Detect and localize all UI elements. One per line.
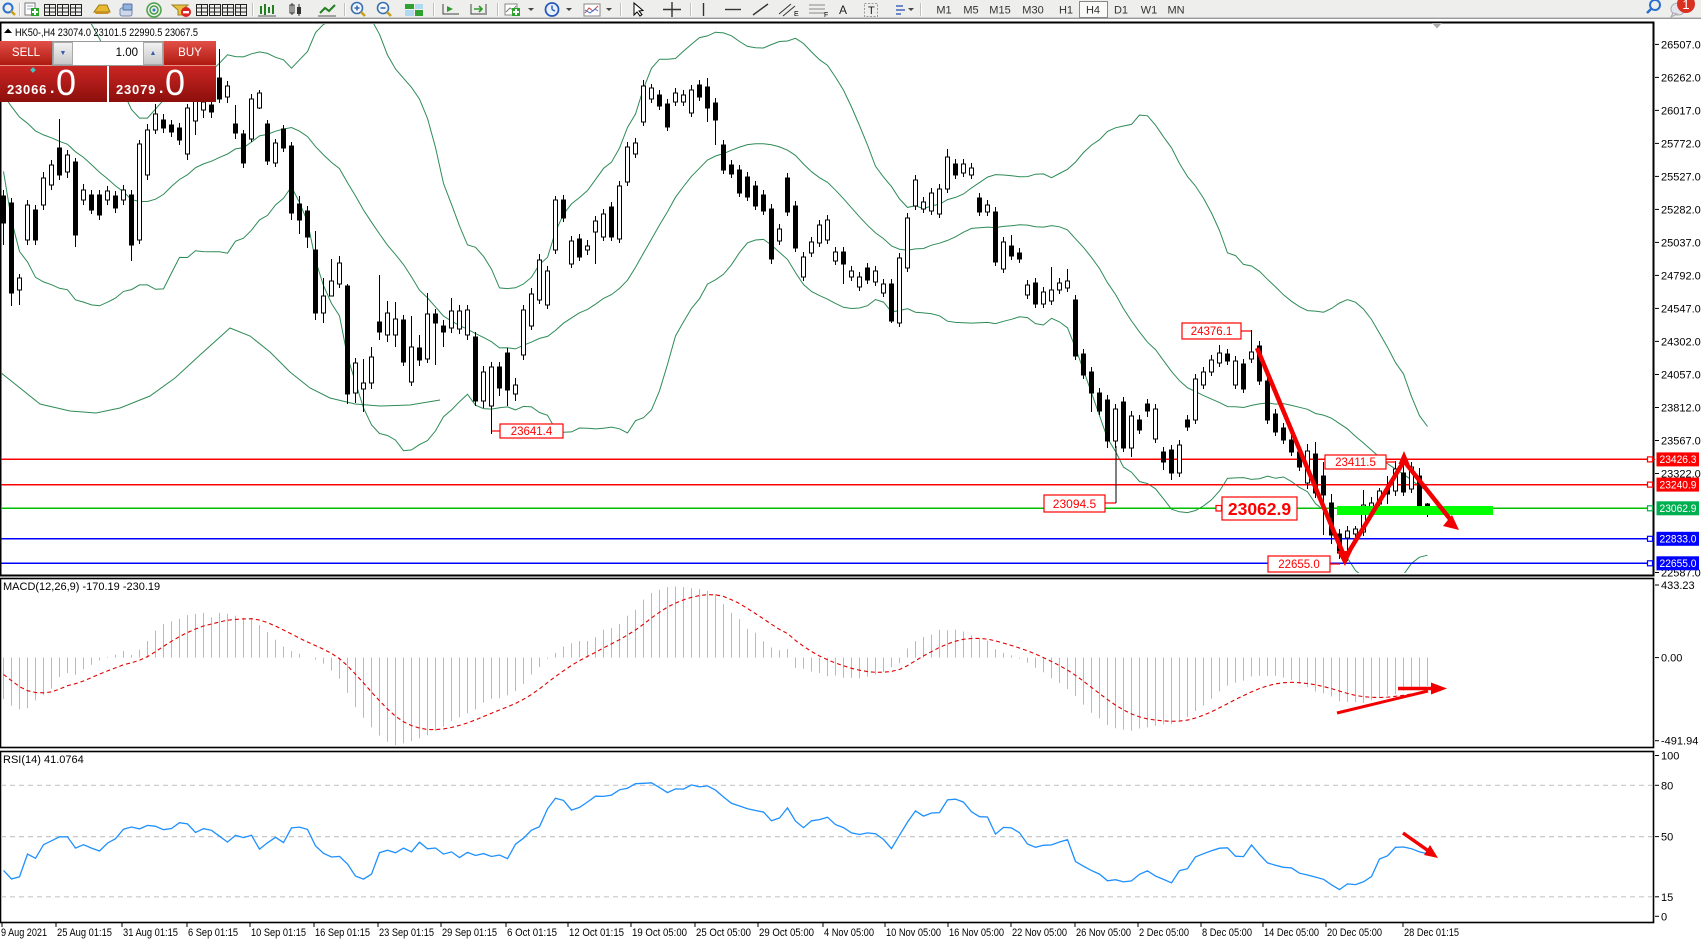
svg-text:22 Nov 05:00: 22 Nov 05:00 [1012,927,1067,939]
svg-text:14 Dec 05:00: 14 Dec 05:00 [1264,927,1319,939]
svg-text:23322.0: 23322.0 [1661,468,1701,480]
svg-text:MACD(12,26,9) -170.19 -230.19: MACD(12,26,9) -170.19 -230.19 [3,581,160,593]
svg-text:A: A [839,3,847,17]
svg-text:6 Sep 01:15: 6 Sep 01:15 [188,927,238,939]
svg-text:28 Dec 01:15: 28 Dec 01:15 [1404,927,1459,939]
svg-text:10 Nov 05:00: 10 Nov 05:00 [886,927,941,939]
svg-text:433.23: 433.23 [1661,580,1695,592]
svg-text:100: 100 [1661,751,1679,763]
svg-text:4 Nov 05:00: 4 Nov 05:00 [824,927,874,939]
svg-text:M5: M5 [963,5,978,17]
svg-text:31 Aug 01:15: 31 Aug 01:15 [123,927,178,939]
svg-text:23567.0: 23567.0 [1661,435,1701,447]
svg-text:H1: H1 [1059,5,1073,17]
svg-text:23062.9: 23062.9 [1660,503,1697,515]
svg-text:-491.94: -491.94 [1661,736,1698,748]
svg-text:29 Sep 01:15: 29 Sep 01:15 [442,927,497,939]
svg-text:16 Nov 05:00: 16 Nov 05:00 [949,927,1004,939]
svg-text:RSI(14) 41.0764: RSI(14) 41.0764 [3,754,84,766]
svg-text:24547.0: 24547.0 [1661,303,1701,315]
svg-text:15: 15 [1661,892,1673,904]
svg-text:23062.9: 23062.9 [1228,499,1292,519]
svg-text:24792.0: 24792.0 [1661,270,1701,282]
svg-text:22655.0: 22655.0 [1660,558,1697,570]
svg-text:0.00: 0.00 [1661,653,1682,665]
svg-text:23426.3: 23426.3 [1660,454,1697,466]
svg-text:80: 80 [1661,780,1673,792]
svg-text:6 Oct 01:15: 6 Oct 01:15 [507,927,557,939]
svg-text:23641.4: 23641.4 [511,426,553,438]
svg-text:10 Sep 01:15: 10 Sep 01:15 [251,927,306,939]
svg-text:50: 50 [1661,832,1673,844]
svg-text:16 Sep 01:15: 16 Sep 01:15 [315,927,370,939]
svg-text:20 Dec 05:00: 20 Dec 05:00 [1327,927,1382,939]
svg-text:MN: MN [1167,5,1184,17]
svg-text:23411.5: 23411.5 [1335,457,1376,469]
svg-text:M1: M1 [936,5,951,17]
svg-text:H4: H4 [1086,5,1100,17]
svg-text:24057.0: 24057.0 [1661,369,1701,381]
svg-text:F: F [824,12,828,19]
svg-text:HK50-,H4 23074.0 23101.5 2299: HK50-,H4 23074.0 23101.5 22990.5 23067.5 [15,27,198,39]
svg-text:9 Aug 2021: 9 Aug 2021 [1,927,47,939]
svg-text:T: T [868,5,875,17]
svg-text:22655.0: 22655.0 [1278,559,1320,571]
svg-text:24376.1: 24376.1 [1191,326,1233,338]
svg-text:25037.0: 25037.0 [1661,237,1701,249]
svg-text:25772.0: 25772.0 [1661,138,1701,150]
svg-text:23240.9: 23240.9 [1660,479,1697,491]
svg-text:22587.0: 22587.0 [1661,567,1701,579]
svg-text:23 Sep 01:15: 23 Sep 01:15 [379,927,434,939]
svg-text:26 Nov 05:00: 26 Nov 05:00 [1076,927,1131,939]
svg-text:25282.0: 25282.0 [1661,204,1701,216]
svg-text:19 Oct 05:00: 19 Oct 05:00 [632,927,687,939]
svg-text:22833.0: 22833.0 [1660,534,1697,546]
svg-text:2 Dec 05:00: 2 Dec 05:00 [1139,927,1189,939]
svg-text:8 Dec 05:00: 8 Dec 05:00 [1202,927,1252,939]
svg-text:25527.0: 25527.0 [1661,171,1701,183]
svg-text:M30: M30 [1022,5,1043,17]
svg-text:0: 0 [1661,911,1667,923]
svg-text:29 Oct 05:00: 29 Oct 05:00 [759,927,814,939]
svg-text:23812.0: 23812.0 [1661,402,1701,414]
svg-text:26507.0: 26507.0 [1661,39,1701,51]
svg-text:24302.0: 24302.0 [1661,336,1701,348]
svg-text:12 Oct 01:15: 12 Oct 01:15 [569,927,624,939]
svg-text:25 Oct 05:00: 25 Oct 05:00 [696,927,751,939]
svg-text:W1: W1 [1141,5,1158,17]
svg-text:M15: M15 [989,5,1010,17]
svg-text:25 Aug 01:15: 25 Aug 01:15 [57,927,112,939]
svg-text:26017.0: 26017.0 [1661,105,1701,117]
svg-text:23094.5: 23094.5 [1053,497,1097,511]
svg-text:E: E [794,11,799,18]
svg-text:26262.0: 26262.0 [1661,72,1701,84]
svg-text:D1: D1 [1114,5,1128,17]
svg-text:1: 1 [1682,0,1689,12]
